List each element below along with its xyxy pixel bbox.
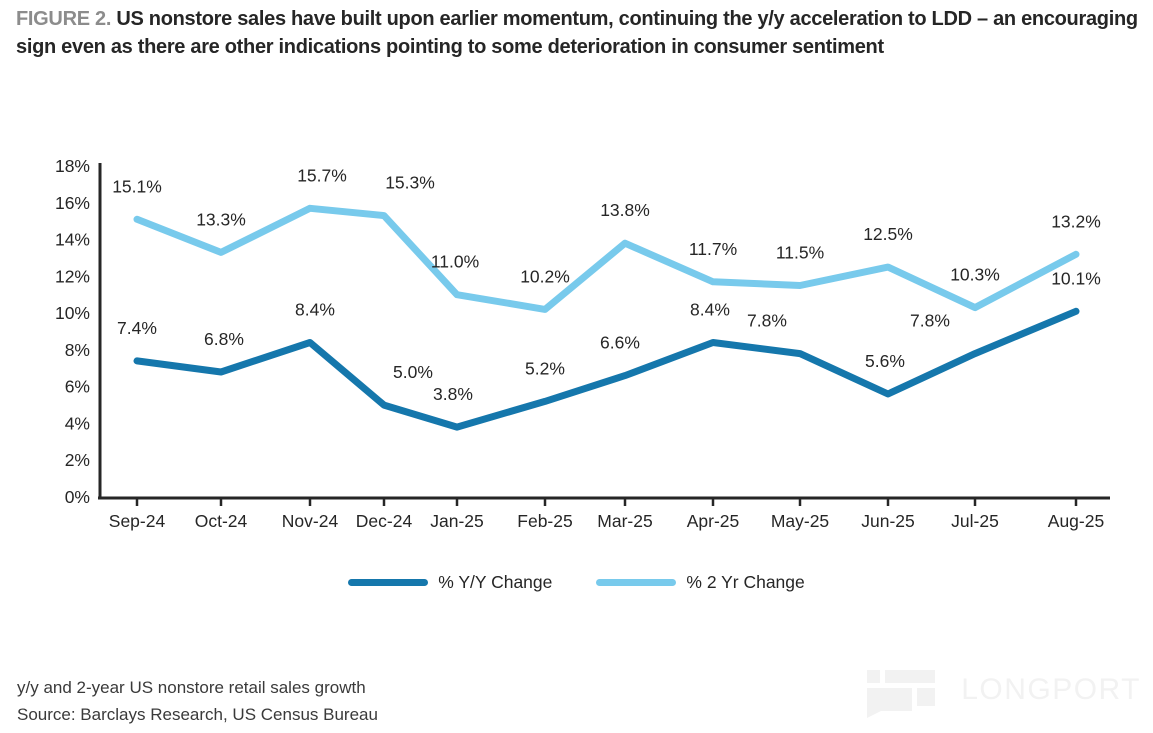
y-tick-label: 0%	[65, 487, 90, 507]
x-tick-label: Aug-25	[1048, 511, 1104, 531]
legend-item-yy-change: % Y/Y Change	[348, 572, 552, 593]
chart-legend: % Y/Y Change % 2 Yr Change	[0, 572, 1153, 593]
data-label: 11.5%	[776, 243, 824, 263]
data-label: 8.4%	[295, 300, 335, 320]
y-tick-label: 18%	[55, 156, 90, 176]
x-tick-label: May-25	[771, 511, 829, 531]
x-tick-label: Feb-25	[517, 511, 572, 531]
x-tick-label: Dec-24	[356, 511, 413, 531]
figure-title-text: US nonstore sales have built upon earlie…	[16, 8, 1138, 59]
x-tick-label: Apr-25	[687, 511, 740, 531]
watermark-text: LONGPORT	[961, 673, 1141, 706]
y-tick-label: 2%	[65, 450, 90, 470]
two-yr-change-label: % 2 Yr Change	[686, 572, 805, 592]
y-tick-label: 10%	[55, 303, 90, 323]
data-label: 7.4%	[117, 318, 157, 338]
yy-change-label: % Y/Y Change	[438, 572, 553, 592]
x-tick-label: Jul-25	[951, 511, 999, 531]
y-tick-label: 16%	[55, 193, 90, 213]
watermark: LONGPORT	[867, 662, 1141, 718]
x-tick-label: Jun-25	[861, 511, 915, 531]
y-tick-label: 12%	[55, 266, 90, 286]
data-label: 6.6%	[600, 333, 640, 353]
y-tick-label: 6%	[65, 377, 90, 397]
y-axis-tick-labels: 0% 2% 4% 6% 8% 10% 12% 14% 16% 18%	[55, 156, 90, 507]
data-label: 3.8%	[433, 384, 473, 404]
two-yr-change-line	[133, 204, 1080, 313]
y-tick-label: 8%	[65, 340, 90, 360]
data-label: 12.5%	[863, 224, 913, 244]
data-label: 10.1%	[1051, 268, 1101, 288]
data-label: 5.6%	[865, 351, 905, 371]
data-label: 6.8%	[204, 329, 244, 349]
chart-source: Source: Barclays Research, US Census Bur…	[17, 705, 378, 725]
data-label: 7.8%	[747, 311, 787, 331]
data-label: 11.7%	[689, 239, 737, 259]
data-label: 7.8%	[910, 311, 950, 331]
data-label: 15.7%	[297, 165, 347, 185]
legend-item-2yr-change: % 2 Yr Change	[596, 572, 805, 593]
data-label: 13.8%	[600, 200, 650, 220]
data-label: 10.2%	[520, 266, 570, 286]
yy-change-swatch	[348, 579, 429, 586]
data-label: 5.2%	[525, 358, 565, 378]
data-label: 13.2%	[1051, 211, 1101, 231]
x-tick-label: Mar-25	[597, 511, 652, 531]
figure-title: FIGURE 2. US nonstore sales have built u…	[16, 5, 1140, 62]
longport-logo-icon	[867, 670, 936, 718]
data-label: 8.4%	[690, 300, 730, 320]
two-yr-change-swatch	[596, 579, 677, 586]
x-tick-label: Jan-25	[430, 511, 484, 531]
chart-series	[133, 204, 1080, 431]
yy-change-line	[133, 307, 1080, 431]
x-tick-label: Nov-24	[282, 511, 339, 531]
x-tick-label: Oct-24	[195, 511, 248, 531]
data-point-labels: 7.4%6.8%8.4%5.0%3.8%5.2%6.6%8.4%7.8%5.6%…	[112, 165, 1101, 404]
data-label: 13.3%	[196, 209, 246, 229]
data-label: 5.0%	[393, 362, 433, 382]
y-tick-label: 14%	[55, 230, 90, 250]
x-axis-tick-labels: Sep-24 Oct-24 Nov-24 Dec-24 Jan-25 Feb-25 Mar-…	[109, 511, 1104, 531]
chart-footer: y/y and 2-year US nonstore retail sales …	[17, 674, 378, 728]
x-tick-label: Sep-24	[109, 511, 166, 531]
chart-axes	[98, 162, 1110, 506]
data-label: 10.3%	[950, 265, 1000, 285]
data-label: 15.1%	[112, 176, 162, 196]
data-label: 15.3%	[385, 173, 435, 193]
figure-label: FIGURE 2.	[16, 8, 112, 30]
data-label: 11.0%	[431, 252, 479, 272]
chart-caption: y/y and 2-year US nonstore retail sales …	[17, 678, 366, 697]
y-tick-label: 4%	[65, 413, 90, 433]
